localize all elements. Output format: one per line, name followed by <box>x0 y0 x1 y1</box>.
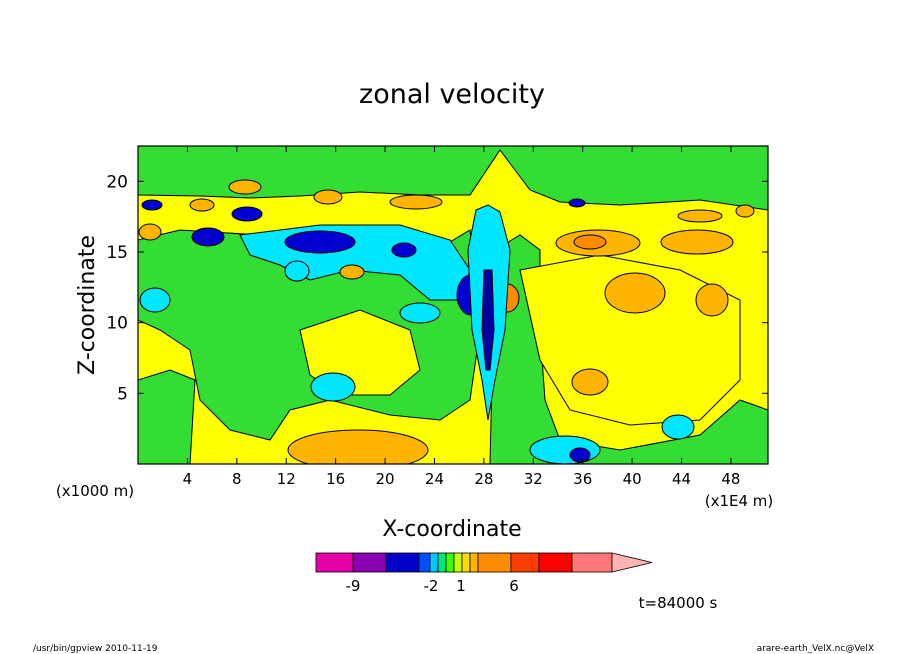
y-axis-label: Z-coordinate <box>75 235 100 375</box>
central-jet-core <box>481 269 495 371</box>
y-tick-label: 5 <box>117 384 128 404</box>
orange-patch <box>389 194 443 210</box>
x-tick-label: 16 <box>326 470 345 488</box>
orange-patch <box>287 429 429 464</box>
cyan-patch <box>661 414 695 440</box>
orange-patch <box>660 229 734 255</box>
x-tick-label: 28 <box>474 470 493 488</box>
x-tick-label: 24 <box>425 470 444 488</box>
colorbar-swatch <box>477 552 512 573</box>
plot-frame <box>137 145 769 465</box>
colorbar-swatch <box>385 552 420 573</box>
blue-patch <box>231 206 263 222</box>
colorbar-swatch <box>538 552 573 573</box>
cyan-patch <box>310 372 356 402</box>
colorbar-swatch <box>461 552 471 573</box>
colorbar-swatch <box>571 552 613 573</box>
x-tick-label: 12 <box>277 470 296 488</box>
contour-field <box>138 146 768 464</box>
x-tick-label: 32 <box>524 470 543 488</box>
blue-patch <box>191 227 225 247</box>
colorbar <box>315 552 653 573</box>
x-tick-label: 40 <box>623 470 642 488</box>
green-left-column <box>138 369 196 464</box>
orange-patch <box>604 272 666 314</box>
colorbar-swatch <box>437 552 447 573</box>
colorbar-label: 1 <box>456 577 466 595</box>
blue-patch <box>568 198 586 208</box>
colorbar-swatch <box>429 552 439 573</box>
cyan-patch <box>139 287 171 313</box>
colorbar-swatch <box>445 552 455 573</box>
y-tick-label: 15 <box>106 243 128 263</box>
x-tick-label: 4 <box>183 470 193 488</box>
blue-patch <box>141 199 163 211</box>
orange-patch <box>695 283 729 317</box>
x-axis-label: X-coordinate <box>382 517 521 542</box>
x-tick-label: 36 <box>573 470 592 488</box>
colorbar-label: -9 <box>346 577 361 595</box>
x-tick-label: 48 <box>721 470 740 488</box>
x-unit-left: (x1000 m) <box>56 482 134 500</box>
orange-patch <box>339 264 365 280</box>
colorbar-arrow <box>611 552 653 573</box>
orange-patch <box>313 189 343 205</box>
footer-left: /usr/bin/gpview 2010-11-19 <box>33 644 158 654</box>
orange-patch <box>735 204 755 218</box>
orange-patch <box>571 368 609 396</box>
y-axis-ticks: 5 10 15 20 <box>106 172 768 404</box>
orange-patch <box>228 179 262 195</box>
green-right-band <box>489 234 768 464</box>
green-region <box>138 146 768 211</box>
darkorange-patch <box>573 234 607 250</box>
x-tick-label: 44 <box>672 470 691 488</box>
y-tick-label: 10 <box>106 314 128 334</box>
colorbar-swatch <box>352 552 387 573</box>
time-label: t=84000 s <box>639 594 718 612</box>
x-tick-label: 20 <box>376 470 395 488</box>
blue-patch <box>391 242 417 258</box>
x-tick-label: 8 <box>232 470 242 488</box>
cyan-patch <box>529 435 601 464</box>
colorbar-labels: -9 -2 1 6 <box>346 577 519 595</box>
colorbar-swatch <box>510 552 540 573</box>
footer-right: arare-earth_VelX.nc@VelX <box>757 644 874 654</box>
colorbar-label: -2 <box>424 577 439 595</box>
colorbar-swatch <box>315 552 354 573</box>
blue-patch <box>284 230 356 254</box>
chart-title: zonal velocity <box>359 79 545 110</box>
x-unit-right: (x1E4 m) <box>705 492 774 510</box>
cyan-patch <box>284 260 310 282</box>
orange-patch <box>677 209 723 223</box>
blue-patch <box>569 447 591 463</box>
colorbar-swatch <box>418 552 431 573</box>
x-axis-ticks: 4 8 12 16 20 24 28 32 36 40 44 48 <box>183 146 740 488</box>
orange-patch <box>189 198 215 212</box>
cyan-patch <box>399 302 441 324</box>
colorbar-swatch <box>469 552 479 573</box>
y-tick-label: 20 <box>106 172 128 192</box>
colorbar-swatch <box>453 552 463 573</box>
colorbar-label: 6 <box>509 577 519 595</box>
orange-patch <box>138 223 162 241</box>
